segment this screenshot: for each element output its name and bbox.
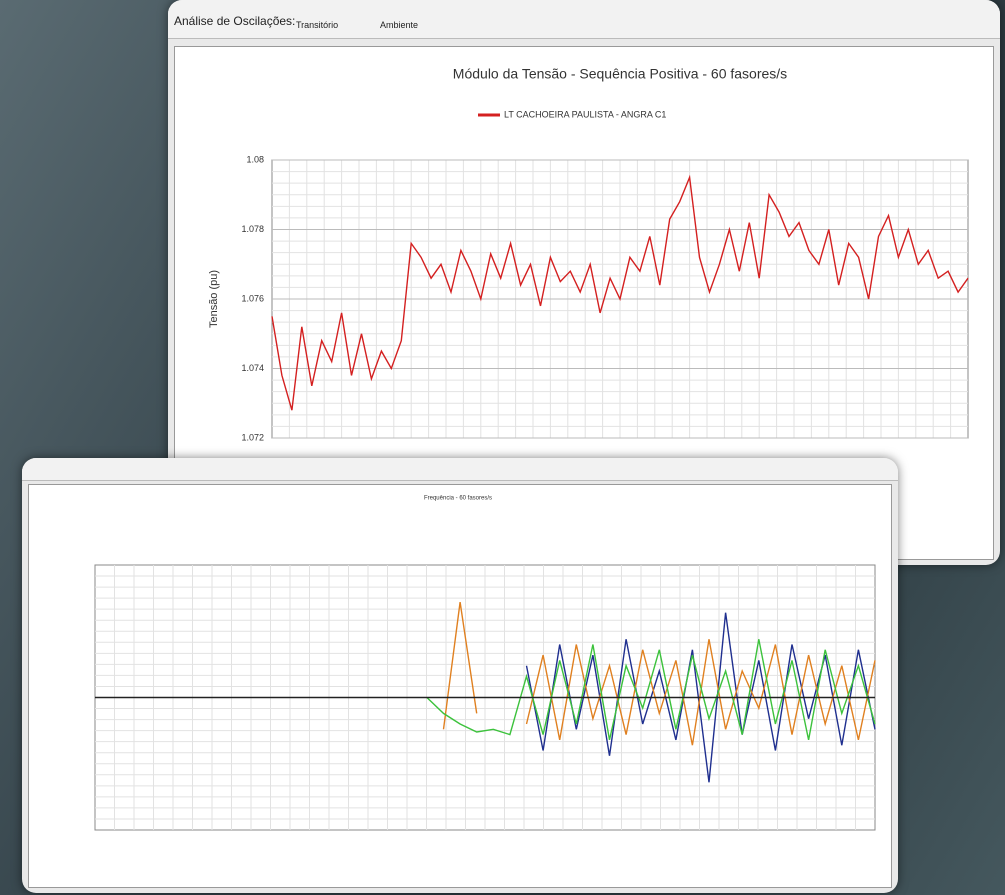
chart-title: Frequência - 60 fasores/s bbox=[424, 496, 492, 502]
y-axis-label: Tensão (pu) bbox=[208, 270, 220, 328]
chart-title: Módulo da Tensão - Sequência Positiva - … bbox=[453, 66, 787, 82]
y-tick-label: 1.08 bbox=[246, 154, 264, 164]
y-tick-label: 1.076 bbox=[241, 293, 264, 303]
y-tick-label: 1.078 bbox=[241, 224, 264, 234]
screen: Análise de Oscilações: Transitório Ambie… bbox=[0, 0, 1005, 895]
y-tick-label: 1.074 bbox=[241, 363, 264, 373]
charts: 1.072 1.074 1.076 1.078 1.08 Módulo da Tensão… bbox=[0, 0, 1005, 895]
legend-label: LT CACHOEIRA PAULISTA - ANGRA C1 bbox=[504, 109, 666, 119]
y-tick-label: 1.072 bbox=[241, 432, 264, 442]
